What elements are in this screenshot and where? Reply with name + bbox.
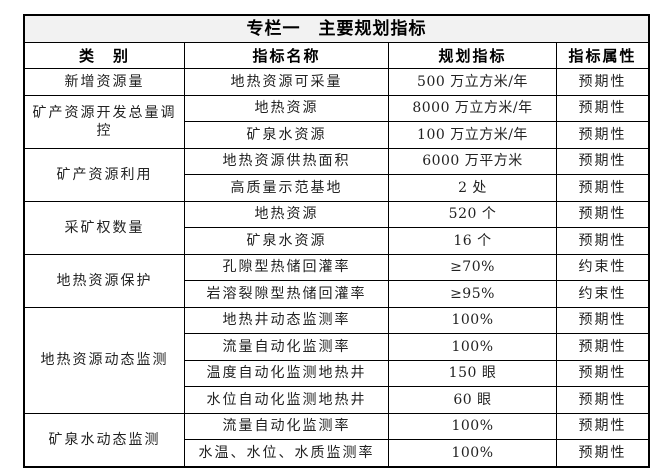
indicator-name-cell: 流量自动化监测率 [184, 412, 389, 440]
indicator-name-cell: 流量自动化监测率 [184, 333, 389, 361]
table-row: 矿产资源开发总量调控 地热资源 8000 万立方米/年 预期性 [23, 94, 650, 149]
header-indicator-name: 指标名称 [184, 42, 389, 69]
category-cell: 新增资源量 [23, 68, 185, 96]
indicator-name-cell: 地热井动态监测率 [184, 306, 389, 334]
target-cell: 520 个 [388, 200, 557, 228]
indicator-name-cell: 温度自动化监测地热井 [184, 359, 389, 387]
table-row: 矿泉水资源 100 万立方米/年 预期性 [24, 121, 650, 149]
table-title-row: 专栏一 主要规划指标 [23, 14, 650, 43]
planning-indicators-table: 专栏一 主要规划指标 类 别 指标名称 规划指标 指标属性 新增资源量 地热资源可… [23, 14, 650, 468]
attribute-cell: 预期性 [556, 359, 650, 387]
indicator-name-cell: 高质量示范基地 [184, 174, 389, 202]
table-title: 专栏一 主要规划指标 [23, 14, 650, 43]
category-cell: 采矿权数量 [23, 200, 185, 255]
indicator-name-cell: 矿泉水资源 [184, 121, 389, 149]
table-row: 采矿权数量 地热资源 520 个预期性 [23, 200, 650, 255]
table-row: 新增资源量 地热资源可采量 500 万立方米/年 预期性 [23, 68, 650, 96]
attribute-cell: 预期性 [556, 386, 650, 414]
table-row: 地热资源动态监测 地热井动态监测率 100% 预期性 [23, 306, 650, 414]
indicator-name-cell: 地热资源 [184, 94, 389, 122]
table-row: 水位自动化监测地热井 60 眼预期性 [24, 386, 650, 414]
indicator-name-cell: 岩溶裂隙型热储回灌率 [184, 280, 389, 308]
attribute-cell: 预期性 [556, 68, 650, 96]
table-row: 水温、水位、水质监测率 100% 预期性 [24, 439, 650, 467]
target-cell: 60 眼 [388, 386, 557, 414]
attribute-cell: 约束性 [556, 280, 650, 308]
attribute-cell: 预期性 [556, 333, 650, 361]
table-row: 流量自动化监测率 100% 预期性 [24, 333, 650, 361]
attribute-cell: 预期性 [556, 94, 650, 122]
target-cell: 8000 万立方米/年 [388, 94, 557, 122]
attribute-cell: 预期性 [556, 200, 650, 228]
attribute-cell: 约束性 [556, 253, 650, 281]
attribute-cell: 预期性 [556, 174, 650, 202]
indicator-name-cell: 地热资源供热面积 [184, 147, 389, 175]
attribute-cell: 预期性 [556, 412, 650, 440]
category-cell: 地热资源保护 [23, 253, 185, 308]
attribute-cell: 预期性 [556, 306, 650, 334]
attribute-cell: 预期性 [556, 147, 650, 175]
table-row: 高质量示范基地 2 处预期性 [24, 174, 650, 202]
header-attribute: 指标属性 [556, 42, 650, 69]
category-cell: 矿产资源开发总量调控 [23, 94, 185, 149]
target-cell: 100 万立方米/年 [388, 121, 557, 149]
target-cell: ≥70% [388, 253, 557, 281]
table-row: 矿泉水动态监测 流量自动化监测率 100% 预期性 [23, 412, 650, 467]
indicator-name-cell: 矿泉水资源 [184, 227, 389, 255]
table-row: 温度自动化监测地热井 150 眼预期性 [24, 359, 650, 387]
header-target: 规划指标 [388, 42, 557, 69]
category-cell: 地热资源动态监测 [23, 306, 185, 414]
target-cell: 100% [388, 306, 557, 334]
indicator-name-cell: 地热资源 [184, 200, 389, 228]
target-cell: ≥95% [388, 280, 557, 308]
target-cell: 16 个 [388, 227, 557, 255]
category-cell: 矿产资源利用 [23, 147, 185, 202]
table-row: 矿泉水资源 16 个预期性 [24, 227, 650, 255]
target-cell: 2 处 [388, 174, 557, 202]
header-category: 类 别 [23, 42, 185, 69]
attribute-cell: 预期性 [556, 121, 650, 149]
target-cell: 100% [388, 333, 557, 361]
target-cell: 150 眼 [388, 359, 557, 387]
table-row: 地热资源保护 孔隙型热储回灌率 ≥70% 约束性 [23, 253, 650, 308]
category-cell: 矿泉水动态监测 [23, 412, 185, 467]
indicator-name-cell: 地热资源可采量 [184, 68, 389, 96]
attribute-cell: 预期性 [556, 227, 650, 255]
indicator-name-cell: 水位自动化监测地热井 [184, 386, 389, 414]
target-cell: 500 万立方米/年 [388, 68, 557, 96]
indicator-name-cell: 孔隙型热储回灌率 [184, 253, 389, 281]
indicator-name-cell: 水温、水位、水质监测率 [184, 439, 389, 467]
attribute-cell: 预期性 [556, 439, 650, 467]
target-cell: 100% [388, 439, 557, 467]
header-row: 类 别 指标名称 规划指标 指标属性 [23, 42, 650, 69]
target-cell: 100% [388, 412, 557, 440]
target-cell: 6000 万平方米 [388, 147, 557, 175]
table-row: 岩溶裂隙型热储回灌率 ≥95% 约束性 [24, 280, 650, 308]
table-row: 矿产资源利用 地热资源供热面积 6000 万平方米 预期性 [23, 147, 650, 202]
